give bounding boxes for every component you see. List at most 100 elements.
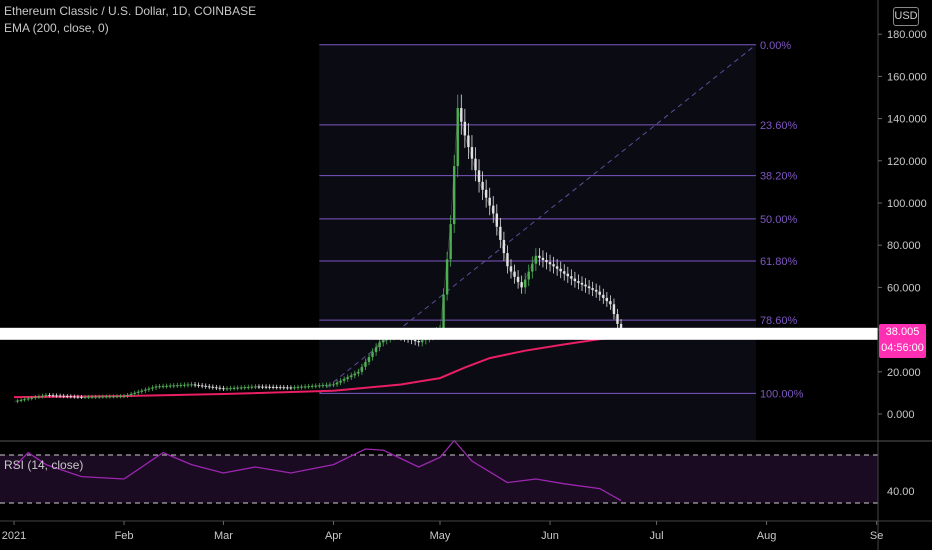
symbol-title[interactable]: Ethereum Classic / U.S. Dollar, 1D, COIN… [4, 4, 257, 18]
candle-body [548, 262, 552, 265]
time-tick-label: Mar [214, 530, 233, 542]
price-tick-label: 100.000 [887, 198, 927, 210]
candle-body [55, 395, 58, 397]
candle-body [179, 385, 183, 387]
time-tick-label: 2021 [2, 530, 26, 542]
candle-body [467, 135, 470, 148]
candle-body [58, 395, 62, 397]
candle-body [268, 386, 271, 388]
candle-body [350, 375, 353, 378]
candle-body [286, 387, 289, 389]
candle-body [200, 385, 204, 387]
candle-body [559, 268, 562, 272]
candle-body [580, 282, 584, 285]
candle-body [545, 259, 548, 263]
candle-body [62, 395, 65, 397]
candle-body [279, 387, 282, 389]
candle-body [69, 396, 72, 398]
candle-body [37, 396, 41, 398]
candle-body [509, 266, 513, 272]
fib-level-label: 61.80% [760, 256, 798, 268]
candle-body [240, 387, 243, 389]
candle-body [325, 384, 328, 386]
candle-body [282, 387, 285, 389]
candle-body [112, 396, 115, 398]
time-tick-label: May [430, 530, 451, 542]
candle-body [257, 386, 261, 388]
candle-body [261, 386, 264, 388]
candle-body [208, 386, 211, 388]
candle-body [470, 147, 474, 159]
candle-body [165, 385, 168, 387]
candle-body [161, 386, 165, 388]
candle-body [264, 386, 268, 388]
candle-body [271, 386, 275, 388]
price-tick-label: 20.000 [887, 367, 921, 379]
candle-body [371, 352, 374, 358]
candle-body [19, 399, 23, 401]
rsi-tick-label: 40.00 [887, 486, 915, 498]
candle-body [598, 291, 601, 295]
time-tick-label: Aug [757, 530, 777, 542]
candle-body [193, 384, 197, 386]
candle-body [172, 385, 175, 387]
candle-body [566, 273, 569, 277]
candle-body [531, 263, 534, 272]
candle-body [51, 395, 55, 397]
candle-body [502, 239, 506, 254]
candle-body [374, 347, 378, 353]
candle-body [197, 384, 200, 386]
rsi-legend[interactable]: RSI (14, close) [4, 458, 84, 472]
candle-body [584, 284, 587, 287]
candle-body [360, 366, 364, 372]
candle-body [442, 294, 445, 330]
fib-level-label: 0.00% [760, 40, 791, 52]
candle-body [367, 357, 371, 362]
candle-body [353, 373, 356, 376]
candle-body [247, 387, 250, 389]
candle-body [587, 286, 591, 289]
candle-body [296, 387, 300, 389]
currency-button[interactable]: USD [893, 7, 919, 26]
candle-body [98, 396, 101, 398]
candle-body [357, 371, 360, 374]
candle-body [236, 387, 239, 389]
time-tick-label: Jun [541, 530, 559, 542]
candle-body [211, 386, 214, 388]
candle-body [445, 259, 449, 295]
candle-body [382, 340, 385, 343]
candle-body [488, 197, 491, 206]
ema-line [13, 336, 622, 399]
candle-body [140, 390, 143, 392]
candle-body [328, 384, 332, 386]
candle-body [339, 380, 342, 383]
candle-body [538, 255, 541, 258]
candle-body [449, 224, 452, 260]
candle-body [609, 301, 612, 305]
candle-body [186, 384, 190, 386]
candle-body [154, 386, 158, 388]
candle-body [460, 108, 463, 122]
fib-level-label: 50.00% [760, 214, 798, 226]
candle-body [417, 341, 420, 343]
candle-body [506, 253, 509, 267]
fib-level-label: 78.60% [760, 315, 798, 327]
candle-body [243, 387, 246, 389]
candle-body [577, 281, 580, 283]
candle-body [254, 386, 257, 388]
candle-body [311, 386, 314, 388]
candle-body [524, 279, 527, 288]
candle-body [83, 397, 87, 399]
candle-body [250, 386, 254, 388]
candle-body [612, 304, 616, 315]
last-price-value: 38.005 [885, 326, 920, 338]
fib-background [319, 44, 756, 441]
candle-body [133, 392, 136, 394]
time-tick-label: Feb [115, 530, 134, 542]
candle-body [190, 384, 193, 386]
price-tick-label: 60.000 [887, 282, 921, 294]
ema-legend[interactable]: EMA (200, close, 0) [4, 21, 109, 35]
candle-body [563, 271, 566, 274]
